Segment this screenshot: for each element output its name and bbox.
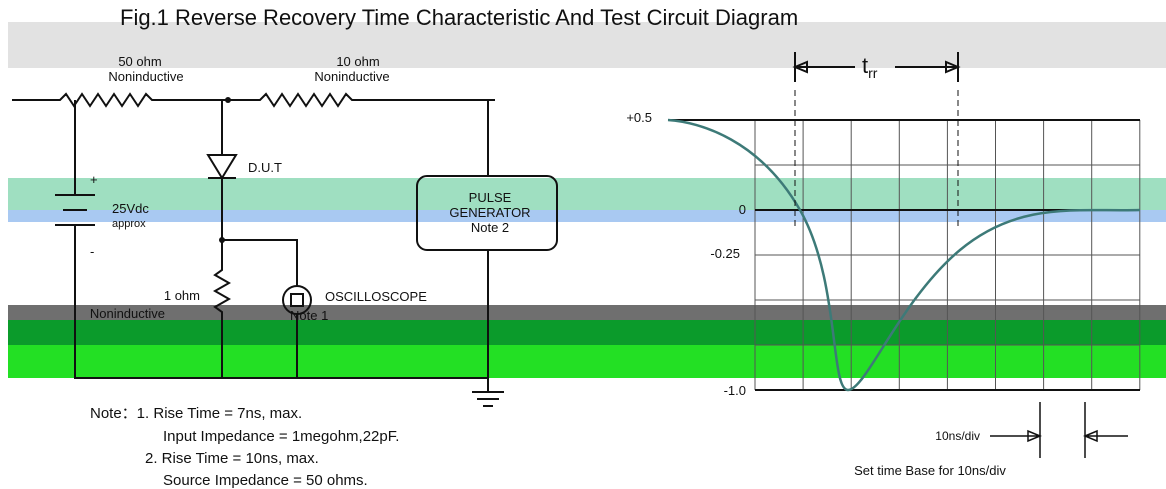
timebase-marker [990, 402, 1128, 458]
supply-minus: - [90, 244, 94, 259]
band [8, 210, 1166, 222]
band [8, 320, 1166, 345]
resistor-type: Noninductive [108, 69, 183, 84]
dut-label: D.U.T [248, 160, 282, 175]
level-label: 0 [739, 202, 746, 217]
resistor-value: 1 ohm [164, 288, 200, 303]
resistor-type: Noninductive [314, 69, 389, 84]
supply-voltage: 25Vdc [112, 201, 149, 216]
oscilloscope-note: Note 1 [290, 308, 328, 323]
supply-plus: + [90, 172, 98, 187]
resistor-value: 10 ohm [336, 54, 379, 69]
band [8, 345, 1166, 378]
band [8, 305, 1166, 321]
note: Note：1. Rise Time = 7ns, max. [90, 405, 302, 422]
timebase-caption: Set time Base for 10ns/div [854, 463, 1006, 478]
band [8, 178, 1166, 211]
timebase-label: 10ns/div [935, 429, 980, 443]
generator-label: GENERATOR [449, 205, 530, 220]
title: Fig.1 Reverse Recovery Time Characterist… [120, 5, 798, 30]
trr-sub: rr [868, 65, 878, 81]
oscilloscope-label: OSCILLOSCOPE [325, 289, 427, 304]
note: 2. Rise Time = 10ns, max. [145, 450, 319, 467]
generator-label: PULSE [469, 190, 512, 205]
note: Input Impedance = 1megohm,22pF. [163, 428, 399, 445]
resistor-type: Noninductive [90, 306, 165, 321]
diagram: Fig.1 Reverse Recovery Time Characterist… [0, 0, 1166, 489]
level-label: +0.5 [626, 110, 652, 125]
generator-note: Note 2 [471, 220, 509, 235]
note: Source Impedance = 50 ohms. [163, 472, 368, 489]
level-label: -1.0 [724, 383, 746, 398]
supply-approx: approx [112, 218, 146, 230]
resistor-value: 50 ohm [118, 54, 161, 69]
level-label: -0.25 [710, 246, 740, 261]
